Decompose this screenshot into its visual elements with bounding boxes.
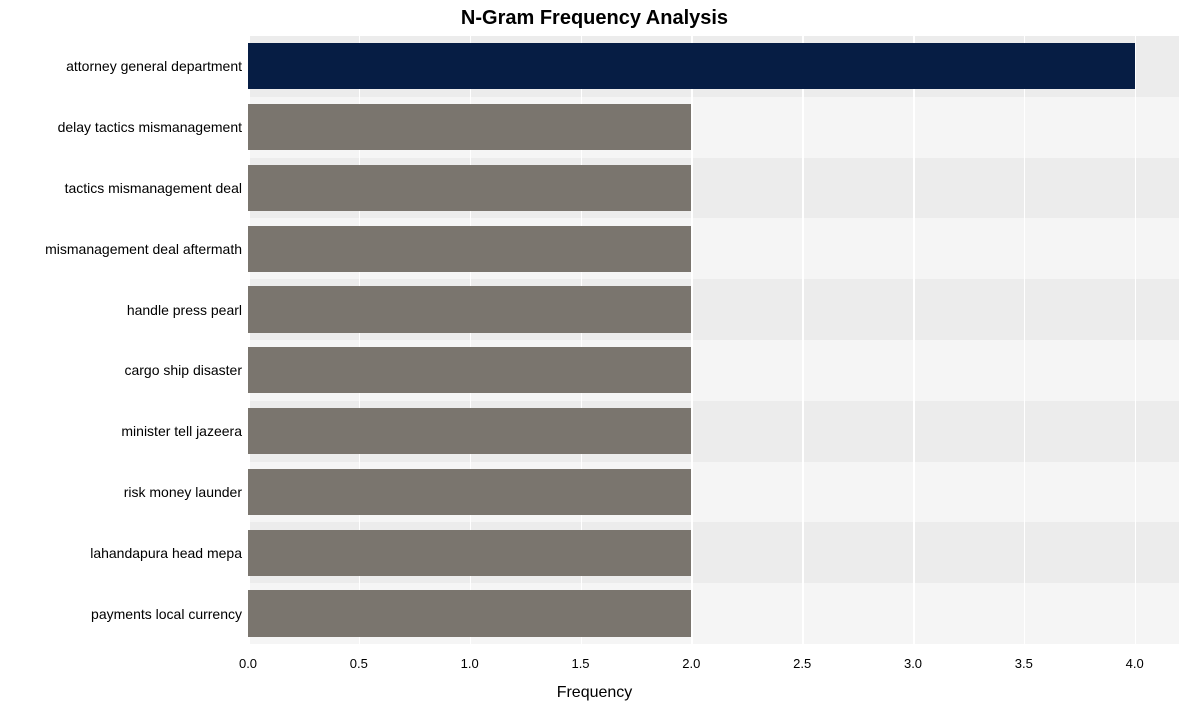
gridline [691, 36, 693, 644]
gridline [1024, 36, 1026, 644]
x-tick-label: 1.5 [571, 656, 589, 671]
plot-area [248, 36, 1179, 644]
ngram-chart: N-Gram Frequency Analysis attorney gener… [0, 0, 1189, 701]
y-tick-label: tactics mismanagement deal [65, 180, 242, 196]
bar [248, 590, 691, 636]
x-tick-label: 0.5 [350, 656, 368, 671]
bar [248, 469, 691, 515]
y-tick-label: handle press pearl [127, 302, 242, 318]
x-tick-label: 4.0 [1126, 656, 1144, 671]
y-tick-label: cargo ship disaster [124, 362, 242, 378]
x-tick-label: 1.0 [461, 656, 479, 671]
x-tick-label: 0.0 [239, 656, 257, 671]
bar [248, 347, 691, 393]
x-tick-label: 2.0 [682, 656, 700, 671]
gridline [1135, 36, 1137, 644]
bar [248, 104, 691, 150]
y-tick-label: attorney general department [66, 58, 242, 74]
bar [248, 530, 691, 576]
y-tick-label: delay tactics mismanagement [58, 119, 242, 135]
y-tick-label: risk money launder [124, 484, 242, 500]
y-tick-label: mismanagement deal aftermath [45, 241, 242, 257]
bar [248, 286, 691, 332]
x-tick-label: 3.0 [904, 656, 922, 671]
bar [248, 226, 691, 272]
x-tick-label: 2.5 [793, 656, 811, 671]
x-axis-title: Frequency [0, 684, 1189, 702]
gridline [913, 36, 915, 644]
bar [248, 43, 1135, 89]
chart-title: N-Gram Frequency Analysis [0, 7, 1189, 30]
gridline [802, 36, 804, 644]
y-tick-label: lahandapura head mepa [90, 545, 242, 561]
y-tick-label: payments local currency [91, 606, 242, 622]
y-tick-label: minister tell jazeera [121, 423, 242, 439]
x-tick-label: 3.5 [1015, 656, 1033, 671]
bar [248, 165, 691, 211]
bar [248, 408, 691, 454]
